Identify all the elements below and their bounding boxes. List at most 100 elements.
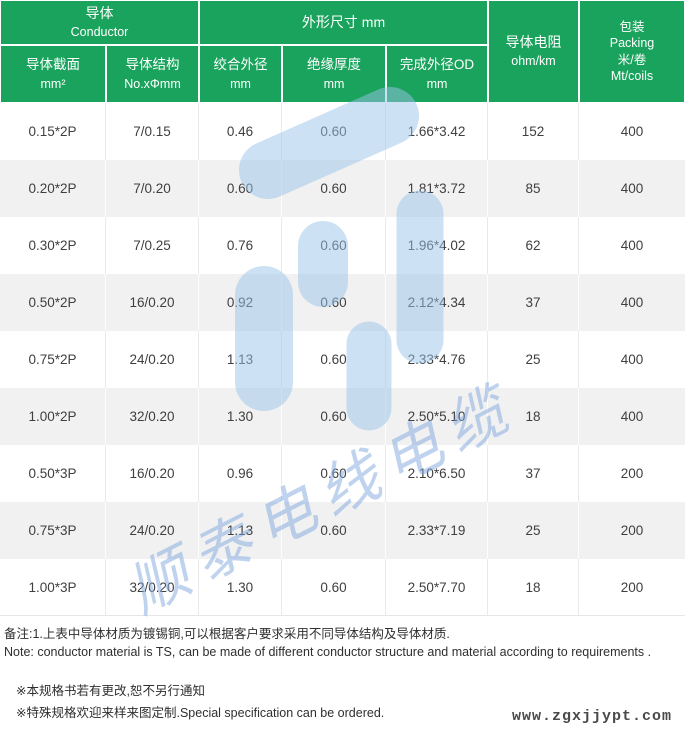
table-cell: 0.50*2P xyxy=(0,274,106,331)
spec-table-body: 0.15*2P 7/0.15 0.46 0.60 1.66*3.42 152 400 0.20… xyxy=(0,103,685,616)
table-cell: 0.60 xyxy=(282,274,386,331)
header-packing-zh: 包装 xyxy=(619,19,645,34)
table-cell: 0.15*2P xyxy=(0,103,106,160)
special-spec-notice: ※特殊规格欢迎来样来图定制.Special specification can … xyxy=(16,706,385,720)
table-cell: 85 xyxy=(488,160,579,217)
table-cell: 400 xyxy=(579,217,685,274)
table-cell: 0.60 xyxy=(282,502,386,559)
table-cell: 1.30 xyxy=(199,559,282,616)
table-cell: 18 xyxy=(488,388,579,445)
table-cell: 0.60 xyxy=(282,559,386,616)
table-cell: 152 xyxy=(488,103,579,160)
table-cell: 0.46 xyxy=(199,103,282,160)
website-link[interactable]: www.zgxjjypt.com xyxy=(511,708,672,725)
table-cell: 0.50*3P xyxy=(0,445,106,502)
subheader-zh: 完成外径OD xyxy=(399,56,475,72)
table-cell: 18 xyxy=(488,559,579,616)
table-row: 0.75*2P 24/0.20 1.13 0.60 2.33*4.76 25 400 xyxy=(0,331,685,388)
header-conductor-zh: 导体 xyxy=(85,5,114,22)
table-cell: 2.50*7.70 xyxy=(386,559,488,616)
table-cell: 400 xyxy=(579,274,685,331)
table-cell: 37 xyxy=(488,274,579,331)
table-cell: 400 xyxy=(579,388,685,445)
table-cell: 25 xyxy=(488,331,579,388)
table-cell: 1.13 xyxy=(199,331,282,388)
change-notice: ※本规格书若有更改,恕不另行通知 xyxy=(16,684,205,698)
table-cell: 0.60 xyxy=(282,388,386,445)
table-cell: 200 xyxy=(579,559,685,616)
table-cell: 24/0.20 xyxy=(106,331,199,388)
remark-note-en: Note: conductor material is TS, can be m… xyxy=(4,645,652,659)
table-cell: 0.96 xyxy=(199,445,282,502)
table-cell: 32/0.20 xyxy=(106,559,199,616)
subheader-zh: 导体截面 xyxy=(26,56,80,72)
table-cell: 0.75*2P xyxy=(0,331,106,388)
header-group-row: 导体 Conductor 外形尺寸 mm 导体电阻 ohm/km 包装 Pack… xyxy=(0,0,685,103)
table-row: 1.00*2P 32/0.20 1.30 0.60 2.50*5.10 18 400 xyxy=(0,388,685,445)
table-row: 1.00*3P 32/0.20 1.30 0.60 2.50*7.70 18 200 xyxy=(0,559,685,616)
table-cell: 7/0.15 xyxy=(106,103,199,160)
table-row: 0.75*3P 24/0.20 1.13 0.60 2.33*7.19 25 200 xyxy=(0,502,685,559)
table-cell: 0.30*2P xyxy=(0,217,106,274)
table-cell: 0.60 xyxy=(199,160,282,217)
table-cell: 0.20*2P xyxy=(0,160,106,217)
table-cell: 25 xyxy=(488,502,579,559)
table-cell: 0.76 xyxy=(199,217,282,274)
table-cell: 1.00*2P xyxy=(0,388,106,445)
subheader-insulation-thickness: 绝缘厚度 mm xyxy=(282,45,386,103)
header-dimensions-label: 外形尺寸 mm xyxy=(301,14,386,30)
table-cell: 200 xyxy=(579,502,685,559)
table-cell: 1.30 xyxy=(199,388,282,445)
table-cell: 0.60 xyxy=(282,217,386,274)
table-cell: 16/0.20 xyxy=(106,274,199,331)
header-packing: 包装 Packing 米/卷 Mt/coils xyxy=(579,0,685,103)
header-packing-unit-en: Mt/coils xyxy=(610,69,654,83)
subheader-unit: No.xΦmm xyxy=(124,76,181,91)
subheader-conductor-structure: 导体结构 No.xΦmm xyxy=(106,45,199,103)
table-cell: 1.13 xyxy=(199,502,282,559)
table-cell: 7/0.20 xyxy=(106,160,199,217)
table-cell: 2.33*7.19 xyxy=(386,502,488,559)
table-cell: 7/0.25 xyxy=(106,217,199,274)
table-cell: 200 xyxy=(579,445,685,502)
table-cell: 2.50*5.10 xyxy=(386,388,488,445)
subheader-unit: mm xyxy=(230,76,251,91)
spec-table: 导体 Conductor 外形尺寸 mm 导体电阻 ohm/km 包装 Pack… xyxy=(0,0,685,616)
header-conductor: 导体 Conductor xyxy=(0,0,199,45)
table-cell: 0.60 xyxy=(282,103,386,160)
table-cell: 24/0.20 xyxy=(106,502,199,559)
subheader-conductor-section: 导体截面 mm² xyxy=(0,45,106,103)
header-resistance-zh: 导体电阻 xyxy=(505,34,562,51)
table-cell: 1.00*3P xyxy=(0,559,106,616)
subheader-twisted-od: 绞合外径 mm xyxy=(199,45,282,103)
table-row: 0.50*2P 16/0.20 0.92 0.60 2.12*4.34 37 400 xyxy=(0,274,685,331)
subheader-unit: mm² xyxy=(40,76,66,91)
subheader-unit: mm xyxy=(426,76,448,91)
table-cell: 37 xyxy=(488,445,579,502)
table-cell: 0.92 xyxy=(199,274,282,331)
table-cell: 1.81*3.72 xyxy=(386,160,488,217)
header-resistance-unit: ohm/km xyxy=(511,54,556,69)
header-resistance: 导体电阻 ohm/km xyxy=(488,0,579,103)
table-cell: 400 xyxy=(579,331,685,388)
header-dimensions: 外形尺寸 mm xyxy=(199,0,488,45)
table-cell: 1.66*3.42 xyxy=(386,103,488,160)
subheader-unit: mm xyxy=(323,76,345,91)
table-cell: 0.60 xyxy=(282,445,386,502)
table-row: 0.15*2P 7/0.15 0.46 0.60 1.66*3.42 152 400 xyxy=(0,103,685,160)
subheader-zh: 绞合外径 xyxy=(213,56,268,72)
table-cell: 400 xyxy=(579,160,685,217)
table-cell: 0.60 xyxy=(282,331,386,388)
header-conductor-en: Conductor xyxy=(70,25,129,40)
subheader-zh: 导体结构 xyxy=(125,56,180,72)
table-cell: 0.60 xyxy=(282,160,386,217)
table-row: 0.30*2P 7/0.25 0.76 0.60 1.96*4.02 62 400 xyxy=(0,217,685,274)
table-cell: 2.12*4.34 xyxy=(386,274,488,331)
subheader-finished-od: 完成外径OD mm xyxy=(386,45,488,103)
table-cell: 2.33*4.76 xyxy=(386,331,488,388)
table-cell: 1.96*4.02 xyxy=(386,217,488,274)
table-cell: 62 xyxy=(488,217,579,274)
table-cell: 0.75*3P xyxy=(0,502,106,559)
subheader-zh: 绝缘厚度 xyxy=(307,56,361,72)
table-row: 0.20*2P 7/0.20 0.60 0.60 1.81*3.72 85 400 xyxy=(0,160,685,217)
